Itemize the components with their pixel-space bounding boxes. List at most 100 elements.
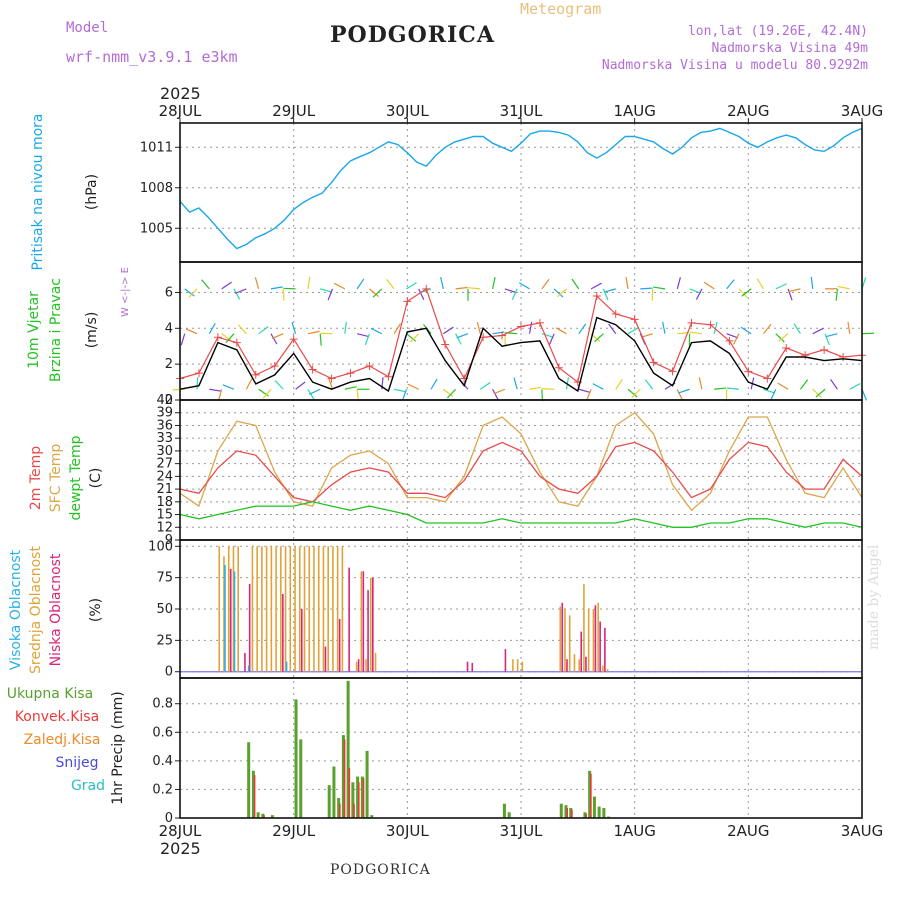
temp-unit: (C) xyxy=(88,468,104,489)
wind-arrow xyxy=(644,379,654,390)
wind-arrow xyxy=(740,326,752,335)
y-tick-label-3: 0 xyxy=(165,665,173,680)
wind-gust-marker xyxy=(365,361,374,370)
wind-arrow xyxy=(698,377,703,390)
cloud-unit: (%) xyxy=(88,598,104,622)
wind-arrow xyxy=(271,333,284,340)
wind-arrow xyxy=(456,333,469,339)
time-label-bottom: 30JUL xyxy=(386,822,429,840)
dewpt-line xyxy=(179,501,863,528)
wind-arrow xyxy=(364,333,371,346)
wind-arrow xyxy=(201,279,210,290)
wind-arrow xyxy=(504,288,517,294)
y-tick-label-4: 0.4 xyxy=(152,754,173,769)
year-label-bottom: 2025 xyxy=(160,839,201,858)
precip-legend-item: Ukupna Kisa xyxy=(7,686,94,702)
time-label-top: 31JUL xyxy=(500,102,543,120)
wind-arrow xyxy=(442,388,454,397)
wind-arrow xyxy=(184,288,195,297)
time-label-top: 29JUL xyxy=(272,102,315,120)
y-tick-label-1: 6 xyxy=(165,285,173,300)
time-label-bottom: 28JUL xyxy=(159,822,202,840)
wind-gust-marker xyxy=(706,320,715,329)
y-tick-label-0: 1011 xyxy=(140,140,173,155)
precip-unit: 1hr Precip (mm) xyxy=(110,691,126,804)
wind-arrow xyxy=(824,333,830,346)
wind-arrow xyxy=(356,389,360,402)
y-tick-label-2: 15 xyxy=(156,508,173,523)
wind-arrow xyxy=(493,388,506,395)
wind-gust-line xyxy=(179,287,863,384)
wind-arrow xyxy=(418,288,425,300)
wind-arrow xyxy=(825,333,838,338)
wind-gust-marker xyxy=(763,374,772,383)
wind-arrow xyxy=(799,379,809,390)
wind-gust-marker xyxy=(327,374,336,383)
wind-arrow xyxy=(468,287,481,290)
y-tick-label-2: 33 xyxy=(156,431,173,446)
wind-gust-marker xyxy=(232,338,241,347)
credit-label: made by Angel xyxy=(866,544,882,651)
time-label-bottom: 3AUG xyxy=(841,822,883,840)
wind-arrow xyxy=(258,326,269,335)
wind-arrow xyxy=(778,333,789,342)
panel-frame xyxy=(179,677,863,819)
wind-gust-marker xyxy=(725,336,734,345)
model-label: Model xyxy=(66,20,109,36)
wind-arrow xyxy=(283,287,296,290)
cloud-low-title: Niska Oblacnost xyxy=(48,553,64,666)
wind-arrow xyxy=(492,388,499,401)
wind-gust-marker xyxy=(839,352,848,361)
wind-arrow xyxy=(225,333,235,344)
wind-arrow xyxy=(812,388,822,398)
wind-arrow xyxy=(274,380,284,390)
y-tick-label-3: 75 xyxy=(156,571,173,586)
y-tick-label-3: 50 xyxy=(156,602,173,617)
wind-arrow xyxy=(553,288,564,298)
wind-arrow xyxy=(185,328,198,335)
wind-arrow xyxy=(455,286,468,290)
precip-legend-item: Grad xyxy=(71,778,105,794)
wind-arrow xyxy=(651,288,654,301)
wind-gust-marker xyxy=(422,284,431,293)
wind-arrow xyxy=(695,288,703,300)
wind-arrow xyxy=(258,388,269,397)
y-tick-label-3: 100 xyxy=(148,539,173,554)
wind-arrow xyxy=(726,333,739,339)
y-tick-label-2: 39 xyxy=(156,406,173,421)
wind-arrow xyxy=(542,388,555,390)
wind-gust-marker xyxy=(251,370,260,379)
y-tick-label-4: 0.6 xyxy=(152,725,173,740)
wind-arrow xyxy=(356,278,365,290)
wind-title-2: Brzina i Pravac xyxy=(48,278,64,382)
wind-arrow xyxy=(386,279,395,290)
wind-arrow xyxy=(372,288,383,298)
wind-arrow xyxy=(234,288,247,294)
wind-arrow xyxy=(590,282,602,290)
wind-gust-marker xyxy=(289,335,298,344)
wind-arrow xyxy=(662,321,666,334)
wind-arrow xyxy=(726,387,739,390)
wind-arrow xyxy=(440,277,444,290)
wind-arrow xyxy=(556,288,567,298)
wind-arrow xyxy=(209,388,222,392)
pressure-line xyxy=(179,127,863,250)
wind-arrow xyxy=(741,288,752,297)
wind-arrow xyxy=(356,333,369,338)
wind-arrow xyxy=(344,321,347,334)
temp2m-line xyxy=(179,441,863,503)
pressure-title: Pritisak na nivou mora xyxy=(30,113,46,270)
wind-arrow xyxy=(291,322,297,334)
y-tick-label-2: 9 xyxy=(165,533,173,548)
wind-gust-marker xyxy=(535,318,544,327)
pressure-unit: (hPa) xyxy=(84,174,100,210)
wind-gust-marker xyxy=(611,309,620,318)
wind-arrow xyxy=(541,333,554,338)
wind-arrow xyxy=(518,282,530,290)
wind-arrow xyxy=(775,333,785,343)
wind-arrow xyxy=(777,382,789,390)
wind-arrow xyxy=(578,388,591,394)
wind-arrow xyxy=(262,388,272,399)
wind-arrow xyxy=(222,384,235,390)
